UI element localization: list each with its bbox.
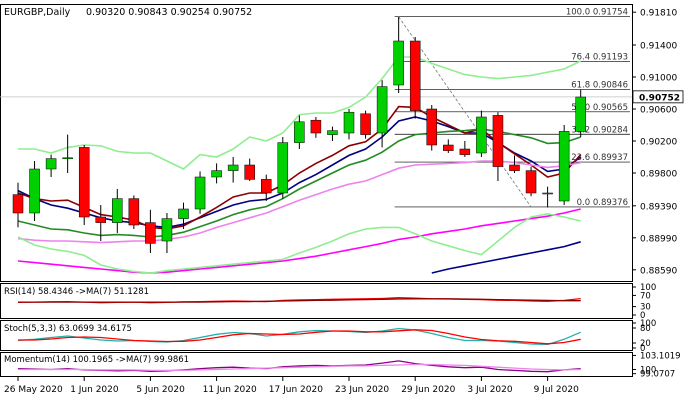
candle-body — [261, 179, 272, 194]
last-price-label: 0.90752 — [639, 93, 680, 103]
last-price-tag — [632, 90, 684, 104]
candle-body — [509, 164, 520, 171]
x-tick-label: 1 Jun 2020 — [70, 385, 119, 395]
fib-level-label: 50.0 0.90565 — [571, 103, 628, 113]
fib-level-label: 76.4 0.91193 — [571, 53, 628, 63]
indicator-tick-label: 0 — [640, 344, 645, 354]
indicator-line — [18, 363, 581, 372]
candle-body — [45, 158, 57, 170]
candle-body — [558, 131, 570, 202]
candle-body — [112, 198, 123, 223]
x-tick-label: 17 Jun 2020 — [269, 385, 323, 395]
price-tick-label: 0.91400 — [640, 42, 677, 52]
candle-body — [360, 113, 371, 135]
price-tick-label: 0.89800 — [640, 170, 677, 180]
x-tick-label: 11 Jun 2020 — [203, 385, 257, 395]
candle-body — [194, 176, 206, 210]
price-tick-label: 0.90200 — [640, 138, 677, 148]
price-tick-label: 0.88590 — [640, 266, 677, 276]
candle-body — [277, 142, 289, 194]
rsi-title: RSI(14) 58.4346 ->MA(7) 51.1281 — [4, 287, 149, 297]
indicator-tick-label: 70 — [640, 291, 651, 301]
chart-header-symbol: EURGBP,Daily — [4, 7, 71, 18]
x-tick-label: 5 Jun 2020 — [136, 385, 185, 395]
price-tick-label: 0.88990 — [640, 234, 677, 244]
candle-body — [294, 121, 305, 143]
candle-body — [178, 208, 189, 219]
candle-body — [409, 40, 421, 111]
stoch-title: Stoch(5,3,3) 63.0699 34.6175 — [4, 324, 132, 334]
candle-body — [327, 130, 338, 135]
chart-header-ohlc: 0.90320 0.90843 0.90254 0.90752 — [86, 7, 252, 18]
price-tick-label: 0.91810 — [640, 9, 677, 19]
candle-body — [227, 164, 239, 171]
indicator-line — [17, 327, 581, 346]
candle-body — [459, 148, 471, 155]
x-tick-label: 9 Jul 2020 — [534, 385, 579, 395]
candle-body — [161, 218, 173, 242]
x-tick-label: 3 Jul 2020 — [467, 385, 512, 395]
candle-body — [492, 115, 504, 167]
indicator-tick-label: 30 — [640, 303, 651, 313]
moving-average-line — [17, 160, 581, 244]
candle-body — [145, 222, 156, 244]
candle-body — [343, 111, 355, 134]
price-tick-label: 0.91000 — [640, 74, 677, 84]
indicator-tick-label: 100 — [640, 283, 656, 293]
candle-body — [376, 86, 388, 134]
indicator-tick-label: 20 — [640, 339, 651, 349]
fib-level-label: 61.8 0.90846 — [571, 80, 628, 90]
indicator-tick-label: 103.1019 — [640, 351, 681, 361]
candle-body — [393, 40, 404, 86]
indicator-tick-label: 99.0707 — [640, 370, 675, 380]
candle-body — [211, 170, 222, 178]
candle-body — [426, 108, 437, 146]
fib-anchor-line — [398, 16, 532, 208]
x-tick-label: 23 Jun 2020 — [335, 385, 389, 395]
moving-average-line — [17, 116, 582, 229]
candle-body — [62, 157, 73, 160]
candle-body — [525, 170, 537, 194]
price-tick-label: 0.90600 — [640, 106, 677, 116]
indicator-tick-label: 100 — [640, 319, 656, 329]
moving-average-line — [431, 241, 581, 274]
x-tick-label: 26 May 2020 — [4, 385, 63, 395]
candle-body — [443, 144, 454, 151]
candle-body — [310, 119, 322, 134]
moving-average-line — [17, 128, 581, 238]
candle-body — [78, 147, 90, 218]
indicator-line — [18, 298, 581, 303]
price-tick-label: 0.89390 — [640, 202, 677, 212]
price-panel-frame — [0, 4, 633, 282]
candle-body — [575, 96, 586, 132]
indicator-tick-label: 0 — [640, 311, 645, 321]
moving-average-line — [17, 208, 581, 274]
candle-body — [244, 164, 255, 180]
indicator-tick-label: 100 — [640, 365, 656, 375]
fib-level-label: 0.0 0.89376 — [577, 198, 628, 208]
fib-level-label: 100.0 0.91754 — [566, 8, 628, 18]
moving-average-line — [18, 56, 582, 170]
x-tick-label: 29 Jun 2020 — [401, 385, 455, 395]
momentum-title: Momentum(14) 100.1965 ->MA(7) 99.9861 — [4, 355, 189, 365]
indicator-tick-label: 80 — [640, 324, 651, 334]
candle-body — [542, 192, 553, 195]
candle-body — [95, 216, 106, 223]
moving-average-line — [17, 212, 581, 274]
momentum-panel-frame — [0, 352, 633, 377]
fib-level-label: 38.2 0.90284 — [571, 125, 628, 135]
indicator-line — [18, 329, 581, 345]
moving-average-line — [17, 105, 582, 230]
fib-level-label: 23.6 0.89937 — [571, 153, 628, 163]
candle-body — [12, 194, 24, 214]
indicator-line — [17, 360, 581, 373]
candle-body — [476, 116, 487, 154]
candle-body — [128, 198, 140, 226]
stoch-panel-frame — [0, 320, 633, 351]
candle-body — [29, 168, 40, 214]
